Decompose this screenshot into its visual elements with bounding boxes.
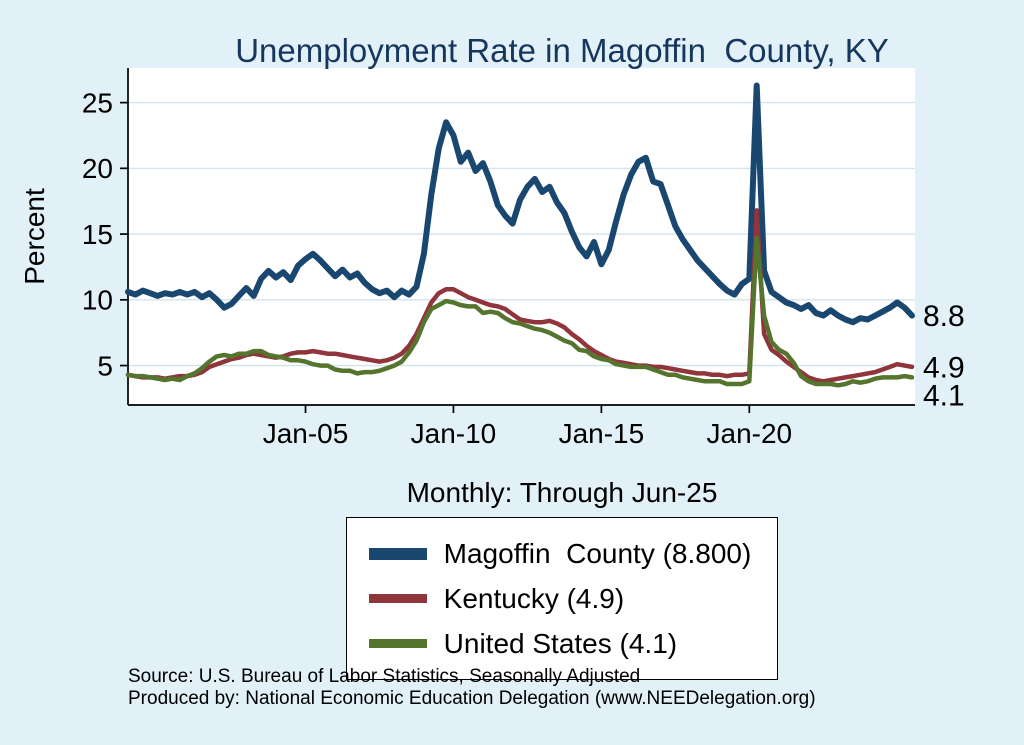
- x-tick-label: Jan-10: [411, 418, 497, 449]
- y-axis-title: Percent: [19, 188, 50, 285]
- y-tick-label: 15: [82, 219, 113, 250]
- legend-label-united-states: United States (4.1): [443, 627, 678, 659]
- chart-title: Unemployment Rate in Magoffin County, KY: [235, 32, 889, 69]
- legend-item: Kentucky (4.9): [368, 576, 752, 621]
- chart-subtitle: Monthly: Through Jun-25: [406, 477, 718, 508]
- end-label-kentucky: 4.9: [923, 351, 965, 384]
- legend-swatch-united-states: [368, 639, 427, 648]
- legend-swatch-magoffin-county: [368, 547, 427, 560]
- series-line-united-states: [125, 235, 915, 388]
- y-tick-label: 5: [97, 350, 113, 381]
- legend-swatch-kentucky: [368, 594, 427, 603]
- legend-label-kentucky: Kentucky (4.9): [443, 582, 625, 614]
- plot-area: [128, 68, 915, 405]
- legend-item: Magoffin County (8.800): [368, 531, 752, 576]
- y-tick-label: 20: [82, 153, 113, 184]
- legend-item: United States (4.1): [368, 621, 752, 666]
- notes-block: Source: U.S. Bureau of Labor Statistics,…: [128, 666, 816, 710]
- produced-by-note: Produced by: National Economic Education…: [128, 688, 816, 709]
- x-tick-label: Jan-15: [559, 418, 645, 449]
- end-label-united-states: 4.1: [923, 379, 965, 412]
- source-note: Source: U.S. Bureau of Labor Statistics,…: [128, 666, 641, 687]
- y-tick-label: 10: [82, 285, 113, 316]
- series-line-magoffin-county: [125, 82, 915, 326]
- legend: Magoffin County (8.800) Kentucky (4.9) U…: [345, 517, 779, 680]
- legend-label-magoffin-county: Magoffin County (8.800): [443, 537, 752, 569]
- end-label-magoffin-county: 8.8: [923, 300, 965, 333]
- x-tick-label: Jan-05: [263, 418, 349, 449]
- y-tick-label: 25: [82, 87, 113, 118]
- series-line-kentucky: [125, 208, 915, 384]
- legend-wrap: Magoffin County (8.800) Kentucky (4.9) U…: [100, 517, 1024, 680]
- x-tick-label: Jan-20: [707, 418, 793, 449]
